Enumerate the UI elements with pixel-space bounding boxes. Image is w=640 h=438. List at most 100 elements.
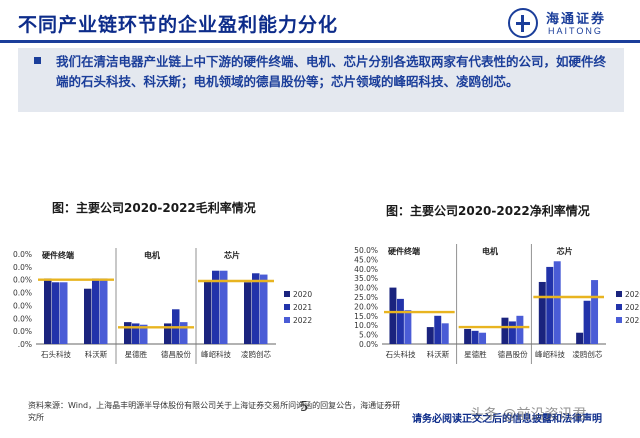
logo-text-en: HAITONG	[548, 26, 603, 36]
group-label: 硬件终端	[42, 250, 74, 260]
bar-2021	[396, 298, 404, 344]
group-label: 电机	[482, 246, 498, 256]
page-title: 不同产业链环节的企业盈利能力分化	[18, 14, 339, 36]
bar-2022	[140, 324, 148, 344]
logo-text-cn: 海通证券	[546, 12, 607, 27]
bar-2022	[591, 280, 599, 344]
legend-swatch	[616, 317, 622, 323]
bar-2022	[441, 323, 449, 344]
legend-label: 2020	[625, 290, 640, 299]
y-tick-label: 0.0%	[13, 327, 32, 336]
y-tick-label: 50.0%	[354, 246, 378, 255]
summary-box: 我们在清洁电器产业链上中下游的硬件终端、电机、芯片分别各选取两家有代表性的公司，…	[18, 48, 624, 112]
bar-2020	[84, 288, 92, 344]
bar-2021	[92, 278, 100, 344]
y-tick-label: 30.0%	[354, 284, 378, 293]
legend-label: 2021	[625, 303, 640, 312]
bar-2021	[252, 273, 260, 344]
legend-swatch	[616, 304, 622, 310]
y-tick-label: 45.0%	[354, 255, 378, 264]
source-note: 资料来源：Wind，上海晶丰明源半导体股份有限公司关于上海证券交易所问询函的回复…	[28, 401, 401, 422]
group-label: 电机	[144, 250, 160, 260]
bar-2020	[426, 327, 434, 344]
x-tick-label: 石头科技	[41, 349, 71, 359]
haitong-logo-icon	[508, 8, 538, 38]
bar-2020	[389, 287, 397, 344]
x-tick-label: 德昌股份	[161, 349, 191, 359]
bar-2022	[220, 270, 228, 344]
legend-label: 2020	[293, 290, 312, 299]
bar-2022	[516, 315, 524, 344]
bar-2022	[479, 332, 487, 344]
bar-2020	[164, 323, 172, 344]
legend-swatch	[616, 291, 622, 297]
bar-2020	[576, 332, 584, 344]
group-label: 芯片	[557, 246, 573, 256]
y-tick-label: 0.0%	[13, 301, 32, 310]
bar-2020	[124, 322, 132, 344]
bar-2022	[100, 278, 108, 344]
y-tick-label: 0.0%	[359, 340, 378, 349]
x-tick-label: 德昌股份	[498, 349, 528, 359]
legend-label: 2022	[625, 316, 640, 325]
group-label: 硬件终端	[388, 246, 420, 256]
bar-2021	[508, 321, 516, 344]
x-tick-label: 科沃斯	[427, 349, 450, 359]
y-tick-label: 0.0%	[13, 263, 32, 272]
y-tick-label: 35.0%	[354, 274, 378, 283]
y-tick-label: 20.0%	[354, 302, 378, 311]
net-margin-chart-caption: 图：主要公司2020-2022净利率情况	[386, 204, 590, 218]
title-divider	[0, 40, 640, 43]
y-tick-label: 40.0%	[354, 265, 378, 274]
watermark: 头条 @前沿资讯君	[470, 407, 587, 423]
y-tick-label: 10.0%	[354, 321, 378, 330]
y-tick-label: 0.0%	[13, 314, 32, 323]
bar-2022	[180, 322, 188, 344]
net-margin-chart-svg: 0.0%5.0%10.0%15.0%20.0%25.0%30.0%35.0%40…	[354, 244, 640, 364]
bar-2020	[204, 281, 212, 344]
y-tick-label: 0.0%	[13, 276, 32, 285]
x-tick-label: 科沃斯	[85, 349, 108, 359]
legend-label: 2022	[293, 316, 312, 325]
gross-margin-chart-svg: .0% 0.0% 0.0% 0.0% 0.0% 0.0% 0.0% 0.0% 硬件终端 电机 芯片石…	[13, 248, 312, 364]
x-tick-label: 凌鸥创芯	[241, 349, 271, 359]
legend-swatch	[284, 317, 290, 323]
bar-2020	[538, 281, 546, 344]
legend-swatch	[284, 304, 290, 310]
bar-2020	[464, 328, 472, 344]
bar-2022	[553, 261, 561, 344]
gross-margin-chart: .0% 0.0% 0.0% 0.0% 0.0% 0.0% 0.0% 0.0% 硬件终端 电机 芯片石…	[0, 240, 320, 390]
haitong-logo: 海通证券 HAITONG	[508, 6, 634, 42]
bar-2021	[583, 300, 591, 344]
bar-2020	[244, 282, 252, 344]
bar-2020	[44, 278, 52, 344]
bar-2021	[132, 323, 140, 344]
bar-2022	[60, 282, 68, 344]
page-number: 5	[300, 400, 309, 415]
y-tick-label: 0.0%	[13, 289, 32, 298]
y-tick-label: 25.0%	[354, 293, 378, 302]
bar-2020	[501, 317, 509, 344]
y-tick-label: 15.0%	[354, 312, 378, 321]
x-tick-label: 峰岹科技	[535, 349, 565, 359]
bar-2022	[404, 310, 412, 344]
net-margin-chart: 0.0% 5.0% 10.0% 15.0% 20.0% 25.0% 30.0% 35.0% 40…	[336, 240, 640, 390]
bar-2021	[546, 266, 554, 344]
bar-2022	[260, 274, 268, 344]
y-tick-label: 5.0%	[359, 331, 378, 340]
square-bullet-icon	[34, 57, 41, 64]
disclaimer-text: 请务必阅读正文之后的信息披露和法律声明	[412, 414, 602, 425]
y-tick-label: 0.0%	[13, 250, 32, 259]
bar-2021	[434, 315, 442, 344]
legend-swatch	[284, 291, 290, 297]
x-tick-label: 星德胜	[125, 349, 148, 359]
x-tick-label: 石头科技	[386, 349, 416, 359]
bar-2021	[471, 330, 479, 344]
group-label: 芯片	[224, 250, 240, 260]
legend-label: 2021	[293, 303, 312, 312]
y-tick-label: .0%	[18, 340, 32, 349]
bar-2021	[52, 282, 60, 344]
x-tick-label: 星德胜	[464, 349, 487, 359]
summary-text: 我们在清洁电器产业链上中下游的硬件终端、电机、芯片分别各选取两家有代表性的公司，…	[56, 54, 607, 89]
x-tick-label: 凌鸥创芯	[572, 349, 602, 359]
